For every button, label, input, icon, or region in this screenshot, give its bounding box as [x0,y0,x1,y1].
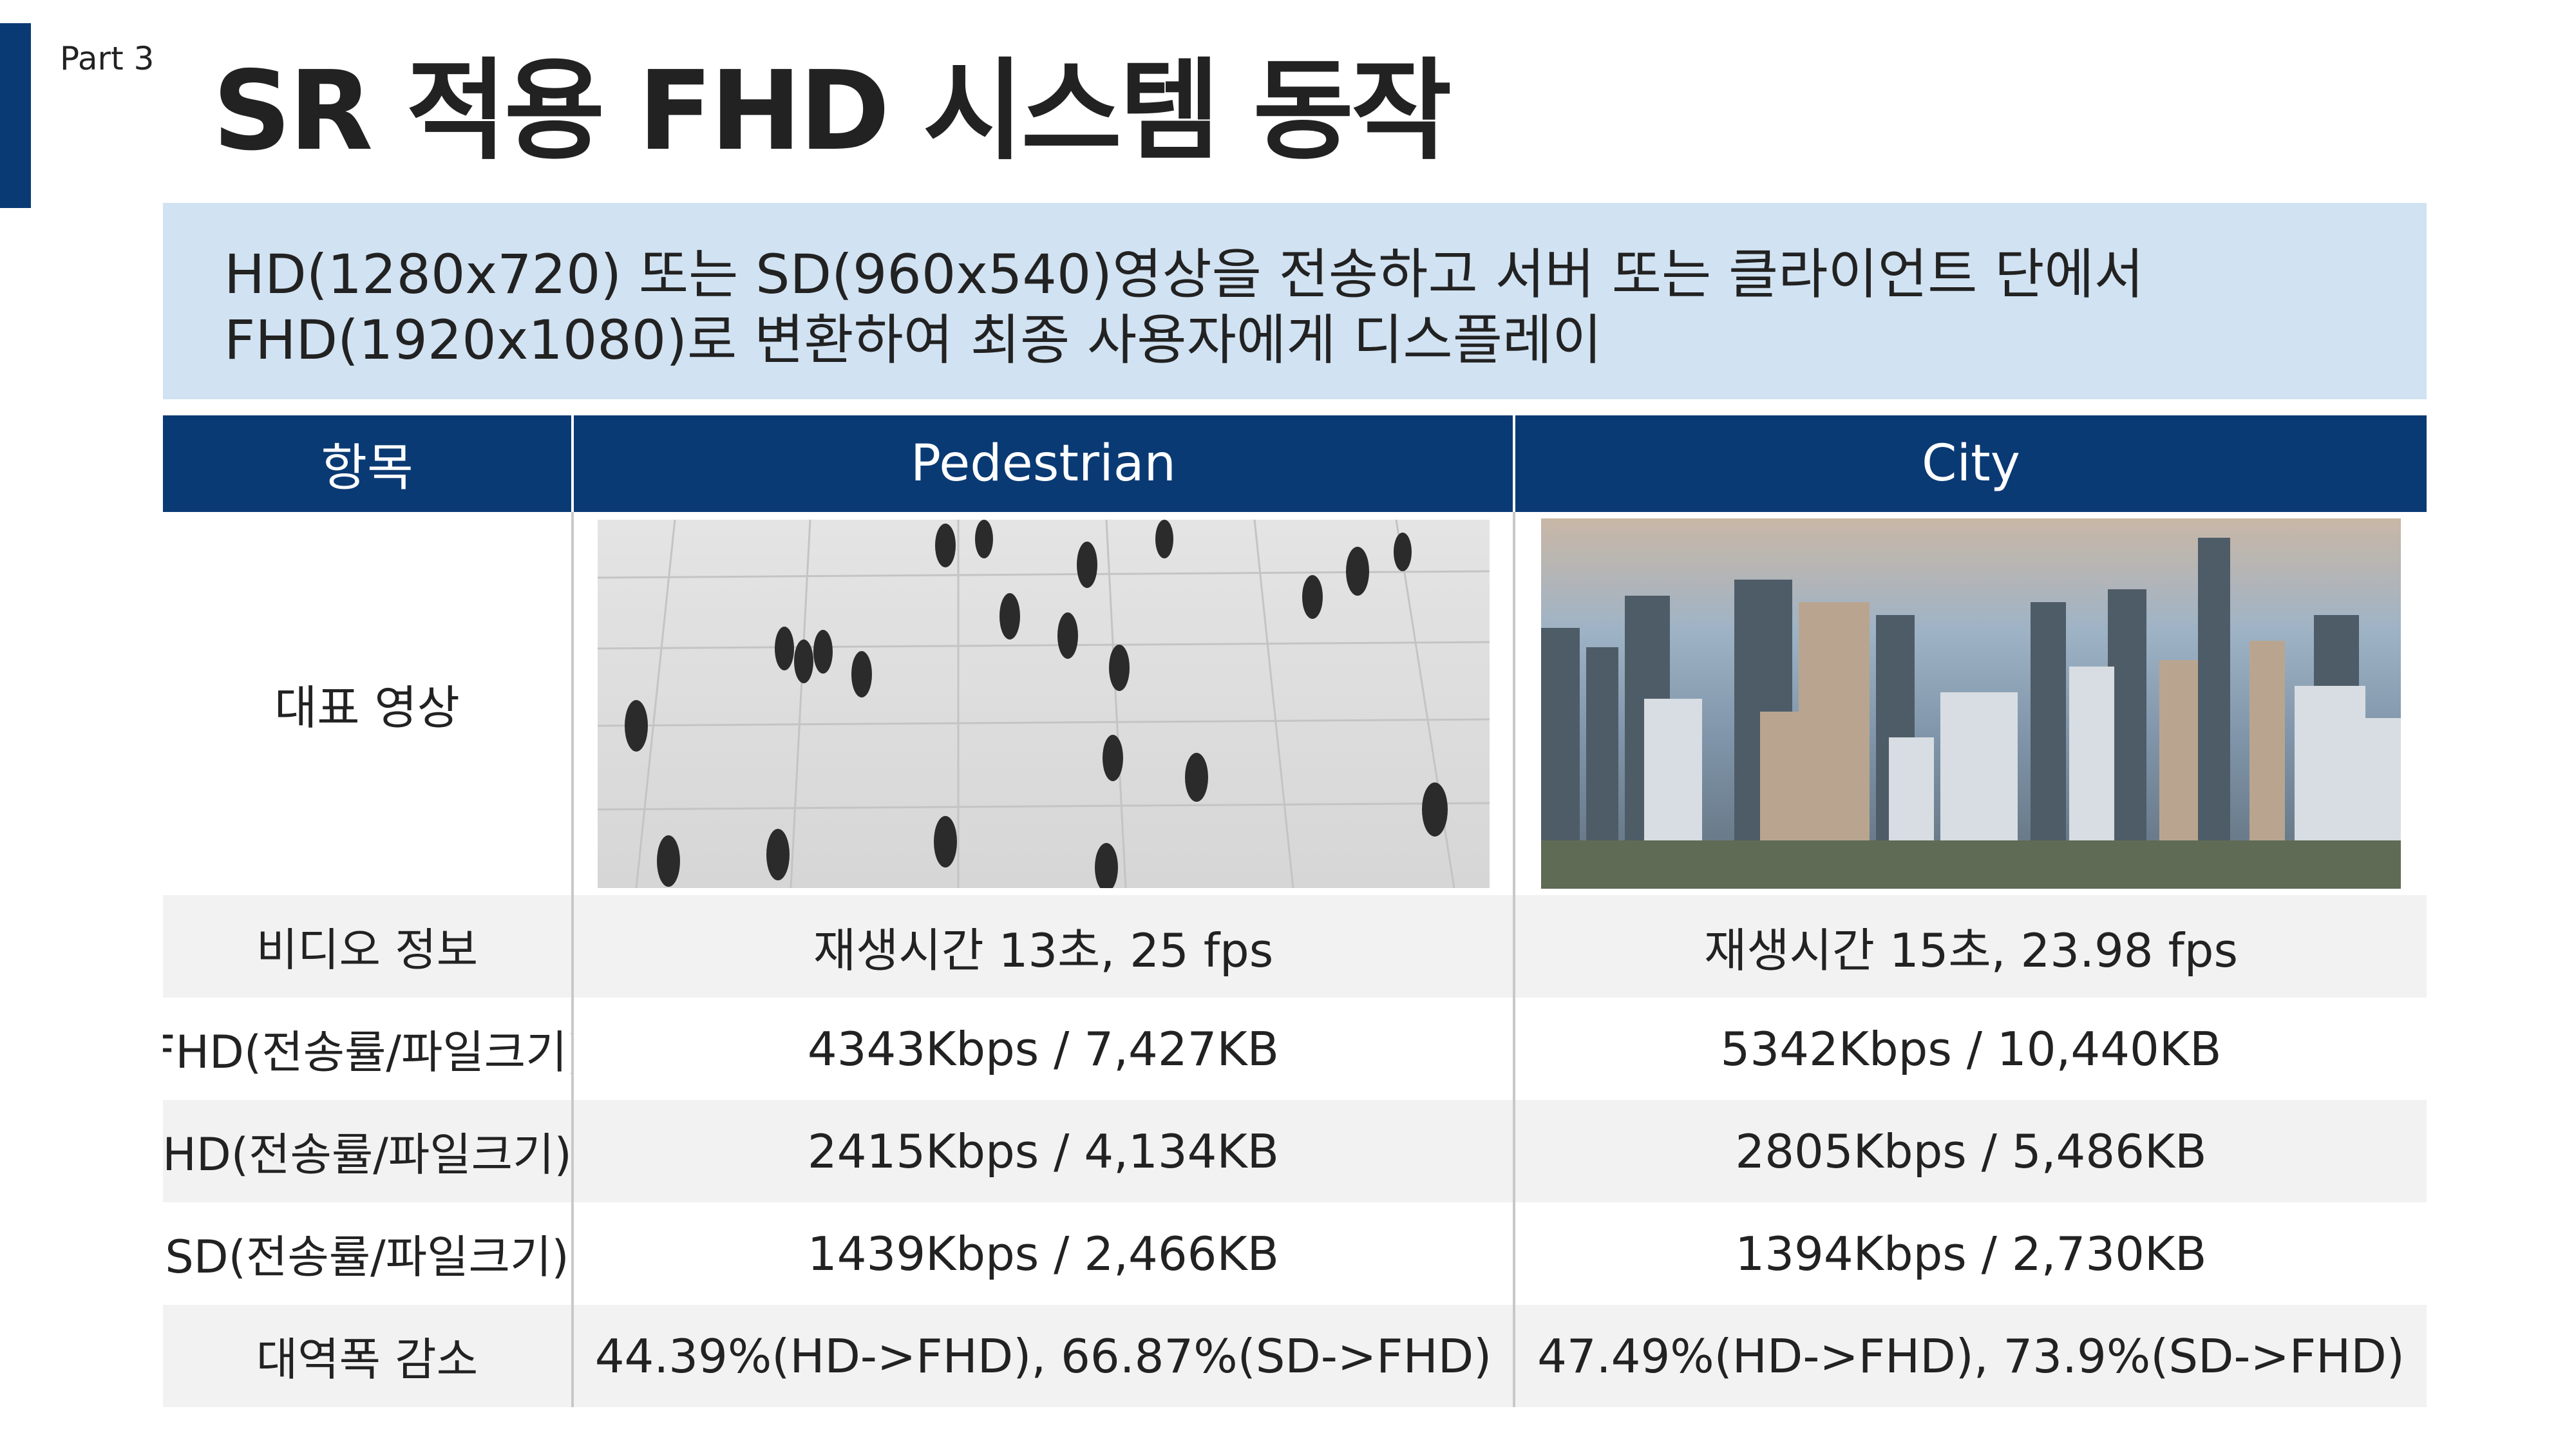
pedestrian-value: 재생시간 13초, 25 fps [574,895,1515,998]
pedestrian-value: 1439Kbps / 2,466KB [574,1202,1515,1305]
table-row: SD(전송률/파일크기) 1439Kbps / 2,466KB 1394Kbps… [163,1202,2427,1305]
row-label: SD(전송률/파일크기) [163,1202,574,1305]
city-value: 재생시간 15초, 23.98 fps [1703,923,2239,978]
row-label: 대역폭 감소 [163,1305,574,1407]
pedestrian-value: 2415Kbps / 4,134KB [574,1100,1515,1202]
table-row: 비디오 정보 재생시간 13초, 25 fps 재생시간 15초, 23.98 … [163,895,2427,998]
header-item: 항목 [163,415,574,512]
image-row-label: 대표 영상 [163,512,574,895]
row-label: 비디오 정보 [163,895,574,998]
summary-line-2: FHD(1920x1080)로 변환하여 최종 사용자에게 디스플레이 [224,308,1602,372]
pedestrian-illustration [597,519,1490,888]
city-value: 47.49%(HD->FHD), 73.9%(SD->FHD) [1537,1329,2405,1383]
summary-line-1: HD(1280x720) 또는 SD(960x540)영상을 전송하고 서버 또… [224,243,2144,306]
image-row: 대표 영상 [163,512,2427,895]
summary-box: HD(1280x720) 또는 SD(960x540)영상을 전송하고 서버 또… [163,203,2427,399]
table-row: HD(전송률/파일크기) 2415Kbps / 4,134KB 2805Kbps… [163,1100,2427,1202]
pedestrian-image [597,519,1490,888]
part-label: Part 3 [60,40,155,77]
header-pedestrian: Pedestrian [574,415,1515,512]
pedestrian-image-cell [574,512,1515,895]
header-city: City [1922,435,2020,493]
row-label: FHD(전송률/파일크기) [163,998,574,1100]
row-label: HD(전송률/파일크기) [163,1100,574,1202]
city-illustration [1541,538,2401,889]
table-row: 대역폭 감소 44.39%(HD->FHD), 66.87%(SD->FHD) … [163,1305,2427,1407]
accent-bar [0,23,31,208]
table-row: FHD(전송률/파일크기) 4343Kbps / 7,427KB 5342Kbp… [163,998,2427,1100]
city-value: 1394Kbps / 2,730KB [1735,1226,2207,1281]
pedestrian-value: 4343Kbps / 7,427KB [574,998,1515,1100]
city-image [1541,518,2401,889]
city-image-cell [1515,512,2427,895]
comparison-table: 항목 Pedestrian City 대표 영상 [163,415,2427,1407]
table-header-row: 항목 Pedestrian City [163,415,2427,512]
slide-title: SR 적용 FHD 시스템 동작 [213,48,1452,175]
city-value: 5342Kbps / 10,440KB [1720,1021,2222,1076]
city-value: 2805Kbps / 5,486KB [1735,1124,2207,1179]
pedestrian-value: 44.39%(HD->FHD), 66.87%(SD->FHD) [574,1305,1515,1407]
